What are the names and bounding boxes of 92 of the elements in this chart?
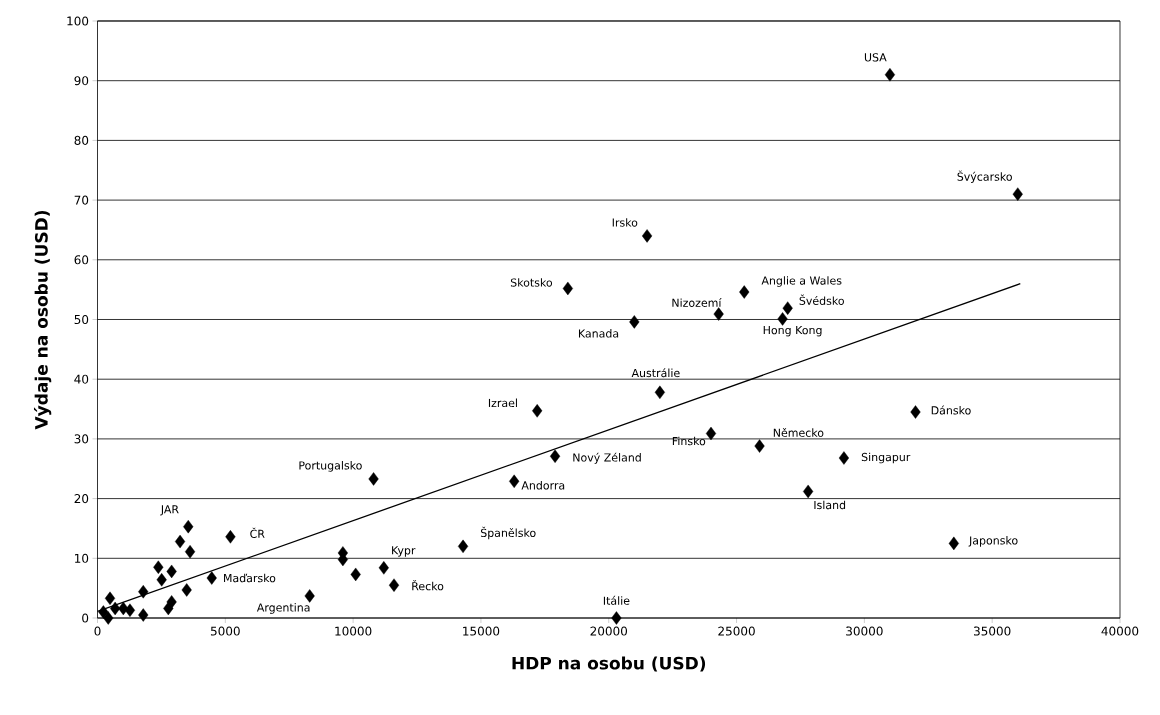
annotation: Singapur — [861, 452, 911, 464]
x-tick-label: 20000 — [590, 626, 628, 636]
x-tick-label: 35000 — [974, 626, 1011, 636]
x-tick-label: 0 — [94, 626, 101, 636]
annotation: Irsko — [612, 218, 638, 227]
point — [138, 608, 149, 622]
point — [118, 601, 129, 616]
annotation: Itálie — [603, 595, 630, 605]
annotation: Anglie a Wales — [761, 276, 842, 287]
annotation: Kanada — [578, 329, 619, 338]
x-tick-label: 10000 — [335, 626, 372, 636]
annotation: Švédsko — [799, 294, 844, 305]
point — [782, 301, 793, 315]
annotation: Andorra — [521, 481, 565, 490]
point — [206, 571, 217, 585]
point — [642, 229, 653, 243]
annotation: Izrael — [488, 398, 517, 408]
point — [457, 539, 469, 554]
point — [103, 611, 114, 625]
point — [138, 585, 149, 599]
point — [884, 68, 895, 82]
point — [163, 601, 174, 616]
point — [304, 589, 315, 603]
point — [705, 426, 717, 441]
annotation: Island — [814, 500, 846, 510]
point — [532, 404, 543, 418]
point — [754, 439, 765, 453]
point — [110, 601, 121, 616]
point — [713, 307, 724, 321]
y-tick-label: 100 — [67, 16, 89, 26]
y-tick-label: 80 — [74, 135, 89, 145]
point — [777, 312, 788, 326]
point — [181, 583, 192, 597]
annotation: Dánsko — [931, 405, 971, 415]
annotation: Austrálie — [631, 368, 680, 378]
point — [153, 560, 164, 574]
annotation: Řecko — [412, 580, 444, 591]
y-tick-label: 70 — [74, 195, 89, 205]
annotation: Argentina — [256, 603, 310, 614]
x-tick-label: 25000 — [718, 626, 755, 636]
point — [388, 578, 400, 592]
point — [654, 385, 665, 400]
y-tick-label: 60 — [74, 255, 89, 265]
annotation: Hong Kong — [763, 326, 822, 337]
point — [803, 484, 814, 499]
x-tick-label: 5000 — [210, 626, 240, 636]
point — [1012, 187, 1023, 201]
point — [350, 567, 361, 582]
y-tick-label: 40 — [74, 374, 89, 384]
point — [166, 564, 177, 579]
annotation: Finsko — [672, 436, 706, 446]
annotation: JAR — [160, 505, 179, 516]
annotation: ČR — [250, 527, 265, 538]
point — [629, 315, 640, 329]
point — [549, 449, 561, 463]
annotation: Německo — [773, 427, 824, 437]
y-axis-title: Výdaje na osobu (USD) — [33, 210, 52, 430]
annotation: Švýcarsko — [957, 170, 1012, 183]
point — [378, 561, 389, 575]
point — [184, 545, 196, 559]
x-tick-label: 15000 — [463, 626, 500, 636]
y-tick-label: 50 — [74, 314, 89, 325]
annotation: USA — [864, 53, 887, 62]
point — [225, 530, 236, 544]
y-tick-label: 20 — [74, 494, 89, 504]
point — [948, 536, 959, 551]
x-tick-label: 40000 — [1101, 626, 1139, 636]
point — [838, 451, 849, 465]
y-tick-label: 90 — [74, 76, 89, 86]
point — [611, 611, 622, 625]
point — [156, 573, 167, 587]
annotation: Španělsko — [480, 526, 536, 540]
point — [562, 281, 573, 296]
annotation: Skotsko — [510, 278, 553, 287]
point — [509, 474, 520, 488]
y-tick-label: 0 — [82, 613, 89, 623]
x-axis-title: HDP na osobu (USD) — [512, 656, 706, 672]
point — [104, 591, 116, 605]
x-tick-label: 30000 — [846, 626, 883, 636]
annotation: Nizozemí — [672, 297, 722, 307]
point — [739, 285, 750, 299]
point — [183, 519, 194, 534]
annotation: Maďarsko — [224, 573, 276, 583]
point — [910, 405, 921, 419]
annotation: Portugalsko — [299, 461, 362, 472]
annotation: Nový Zéland — [573, 452, 641, 464]
y-tick-label: 30 — [74, 434, 89, 444]
point — [174, 534, 186, 549]
y-tick-label: 10 — [75, 553, 89, 563]
point — [368, 472, 379, 486]
annotation: Japonsko — [968, 536, 1018, 547]
annotation: Kypr — [392, 546, 416, 557]
